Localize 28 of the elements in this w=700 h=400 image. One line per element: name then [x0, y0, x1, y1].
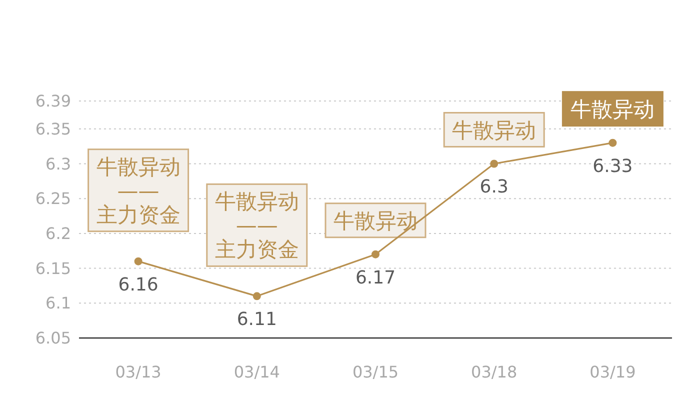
point [490, 160, 498, 168]
x-tick-label: 03/15 [352, 362, 399, 382]
annotation: 牛散异动 [452, 118, 536, 142]
y-tick-label: 6.25 [35, 189, 71, 208]
y-tick-label: 6.35 [35, 119, 71, 138]
data-label: 6.11 [236, 309, 277, 330]
x-tick-label: 03/13 [115, 362, 162, 382]
annotation: 牛散异动 —— 主力资金 [96, 154, 180, 227]
point [134, 257, 142, 266]
point [252, 292, 261, 300]
y-tick-label: 6.39 [35, 92, 71, 111]
point [608, 138, 617, 147]
annotation: 牛散异动 [570, 97, 655, 122]
y-tick-label: 6.15 [35, 258, 71, 278]
y-tick-label: 6.2 [46, 224, 71, 244]
annotation: 牛散异动 —— 主力资金 [214, 190, 299, 262]
data-label: 6.3 [480, 176, 508, 198]
data-label: 6.33 [592, 156, 633, 177]
data-label: 6.16 [118, 274, 158, 296]
y-tick-label: 6.1 [46, 294, 71, 313]
annotation: 牛散异动 [334, 208, 418, 233]
x-tick-label: 03/14 [234, 362, 280, 382]
data-label: 6.17 [355, 267, 396, 288]
y-tick-label: 6.3 [46, 154, 71, 174]
y-tick-label: 6.05 [35, 328, 71, 348]
point [372, 250, 380, 258]
x-tick-label: 03/19 [590, 362, 636, 382]
x-tick-label: 03/18 [471, 362, 518, 382]
